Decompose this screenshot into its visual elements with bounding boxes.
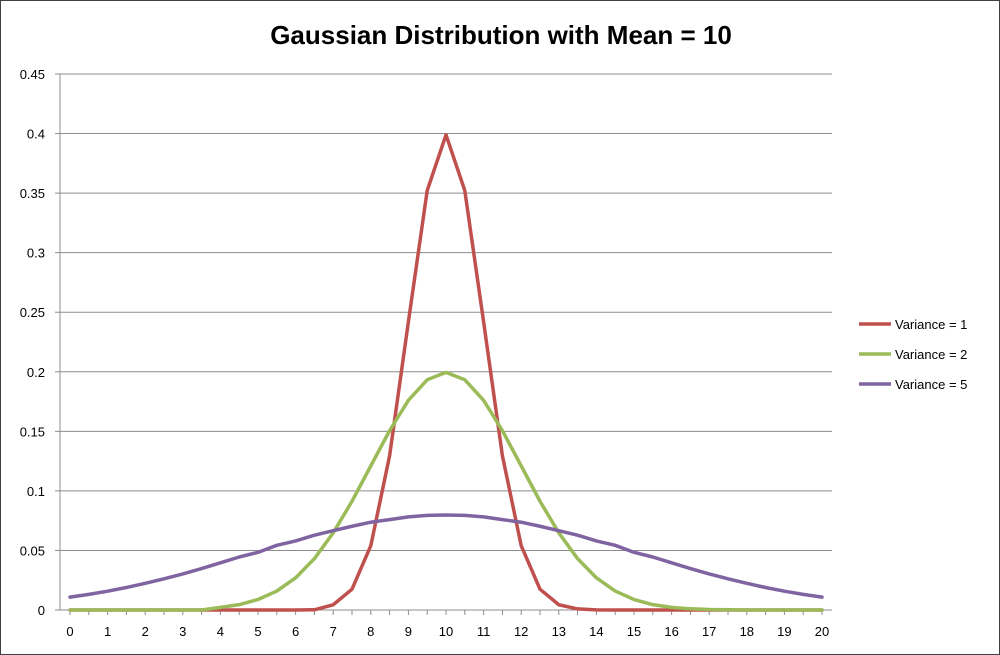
x-tick-label: 2: [142, 624, 149, 639]
x-tick-label: 17: [702, 624, 716, 639]
gridlines: [60, 73, 832, 551]
y-tick-label: 0.4: [27, 127, 45, 142]
x-tick-label: 19: [777, 624, 791, 639]
y-tick-label: 0.1: [27, 484, 45, 499]
axes: [55, 73, 832, 615]
x-tick-label: 0: [66, 624, 73, 639]
x-tick-label: 20: [815, 624, 829, 639]
x-tick-label: 8: [367, 624, 374, 639]
y-tick-label: 0: [38, 603, 45, 618]
legend-label-1: Variance = 1: [895, 317, 967, 332]
series-lines: [68, 133, 824, 612]
x-axis-tick-labels: 0 1 2 3 4 5 6 7 8 9 10 11 12 13 14 15 16 17 18 19 20: [66, 624, 829, 639]
x-tick-label: 7: [330, 624, 337, 639]
y-tick-label: 0.3: [27, 246, 45, 261]
x-tick-label: 10: [439, 624, 453, 639]
chart-title: Gaussian Distribution with Mean = 10: [270, 20, 732, 50]
x-tick-label: 9: [405, 624, 412, 639]
y-tick-label: 0.25: [20, 305, 45, 320]
y-tick-label: 0.2: [27, 365, 45, 380]
x-tick-label: 5: [254, 624, 261, 639]
legend: Variance = 1 Variance = 2 Variance = 5: [859, 317, 967, 392]
y-tick-label: 0.45: [20, 67, 45, 82]
x-tick-label: 16: [664, 624, 678, 639]
y-tick-label: 0.05: [20, 543, 45, 558]
x-tick-label: 3: [179, 624, 186, 639]
x-tick-label: 6: [292, 624, 299, 639]
x-tick-label: 4: [217, 624, 224, 639]
legend-label-2: Variance = 2: [895, 347, 967, 362]
x-tick-label: 18: [740, 624, 754, 639]
x-tick-label: 15: [627, 624, 641, 639]
series-line-3: [68, 513, 824, 599]
x-tick-label: 11: [477, 624, 491, 639]
y-axis-tick-labels: 0 0.05 0.1 0.15 0.2 0.25 0.3 0.35 0.4 0.45: [20, 67, 45, 618]
y-tick-label: 0.35: [20, 186, 45, 201]
x-tick-label: 12: [514, 624, 528, 639]
legend-label-3: Variance = 5: [895, 377, 967, 392]
x-tick-label: 14: [589, 624, 603, 639]
series-line-2: [68, 370, 824, 612]
x-tick-label: 1: [104, 624, 111, 639]
y-tick-label: 0.15: [20, 424, 45, 439]
x-tick-label: 13: [552, 624, 566, 639]
